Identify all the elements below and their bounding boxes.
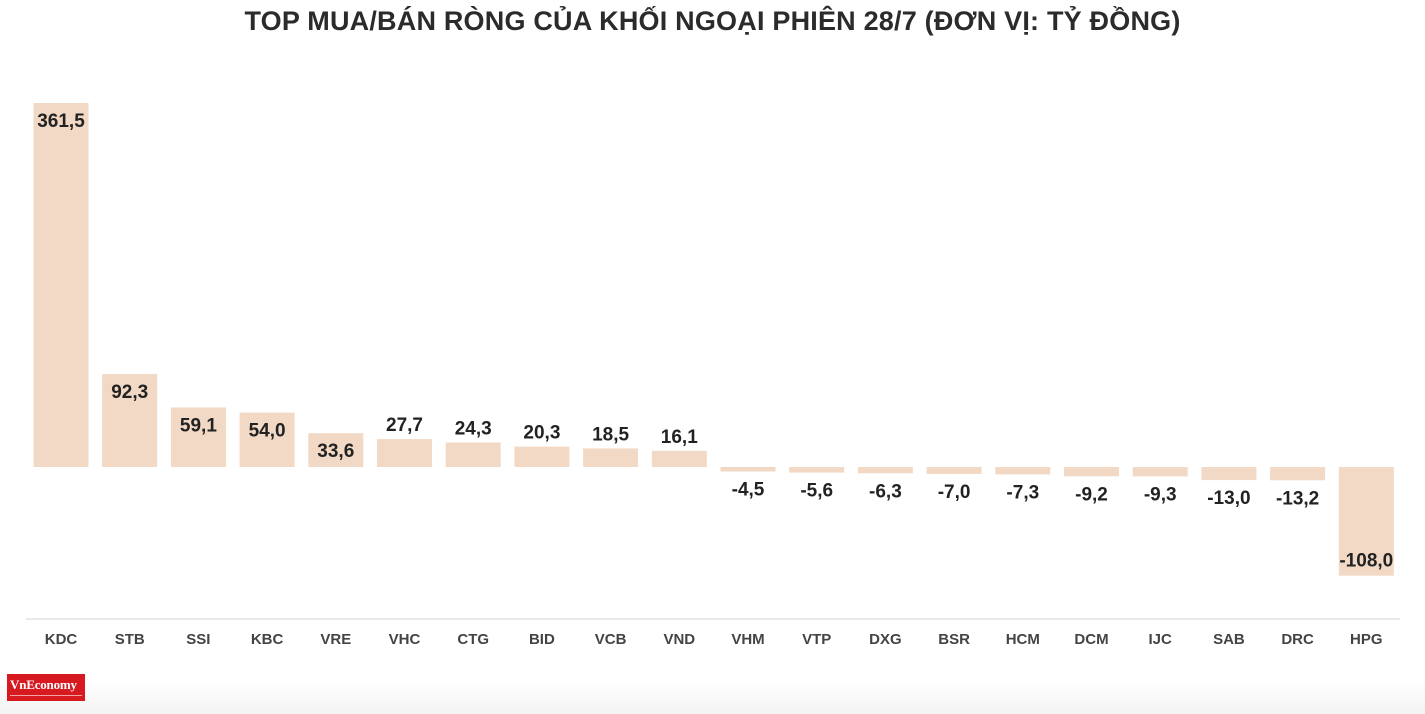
bar-bsr	[926, 467, 982, 474]
bar-vtp	[789, 467, 845, 473]
value-label-ijc: -9,3	[1144, 484, 1177, 505]
tick-label-vnd: VND	[663, 631, 695, 648]
value-label-vtp: -5,6	[800, 481, 833, 502]
logo-divider	[10, 695, 82, 696]
value-label-hcm: -7,3	[1006, 482, 1039, 503]
tick-label-ssi: SSI	[186, 631, 210, 648]
tick-label-ijc: IJC	[1149, 631, 1173, 648]
bar-drc	[1270, 467, 1326, 481]
bar-ssi	[170, 407, 226, 467]
value-label-bsr: -7,0	[938, 482, 971, 503]
bar-sab	[1201, 467, 1257, 481]
tick-label-dcm: DCM	[1074, 631, 1108, 648]
bar-kbc	[239, 412, 295, 467]
tick-label-drc: DRC	[1281, 631, 1314, 648]
value-label-kdc: 361,5	[37, 111, 85, 132]
tick-label-dxg: DXG	[869, 631, 902, 648]
value-label-ctg: 24,3	[455, 419, 492, 440]
bar-vcb	[583, 448, 639, 467]
bar-hcm	[995, 467, 1051, 475]
tick-label-hpg: HPG	[1350, 631, 1383, 648]
bar-kdc	[33, 103, 89, 467]
tick-label-sab: SAB	[1213, 631, 1245, 648]
bar-ctg	[445, 442, 501, 467]
value-label-dcm: -9,2	[1075, 484, 1108, 505]
bar-vnd	[651, 450, 707, 467]
bar-vhm	[720, 467, 776, 472]
value-label-vhm: -4,5	[732, 480, 765, 501]
tick-label-kbc: KBC	[251, 631, 284, 648]
value-label-drc: -13,2	[1276, 488, 1319, 509]
bar-vre	[308, 433, 364, 467]
value-label-bid: 20,3	[523, 423, 560, 444]
value-label-dxg: -6,3	[869, 481, 902, 502]
value-label-kbc: 54,0	[249, 421, 286, 442]
value-label-stb: 92,3	[111, 382, 148, 403]
tick-label-bid: BID	[529, 631, 555, 648]
bar-ijc	[1132, 467, 1188, 477]
tick-label-vhm: VHM	[731, 631, 764, 648]
bar-hpg	[1338, 467, 1394, 576]
value-label-ssi: 59,1	[180, 416, 217, 437]
logo-name: VnEconomy	[10, 677, 77, 692]
bar-stb	[102, 374, 158, 467]
bar-dxg	[857, 467, 913, 474]
bar-bid	[514, 446, 570, 467]
tick-label-stb: STB	[115, 631, 145, 648]
value-label-vre: 33,6	[317, 441, 354, 462]
value-label-vcb: 18,5	[592, 424, 629, 445]
bar-vhc	[377, 439, 432, 467]
tick-label-vhc: VHC	[389, 631, 421, 648]
value-label-vnd: 16,1	[661, 427, 698, 448]
tick-label-vcb: VCB	[595, 631, 627, 648]
tick-label-ctg: CTG	[457, 631, 489, 648]
chart-title: TOP MUA/BÁN RÒNG CỦA KHỐI NGOẠI PHIÊN 28…	[244, 6, 1181, 36]
value-label-hpg: -108,0	[1339, 551, 1393, 572]
tick-label-bsr: BSR	[938, 631, 970, 648]
tick-label-kdc: KDC	[45, 631, 78, 648]
tick-label-vtp: VTP	[802, 631, 831, 648]
value-label-sab: -13,0	[1207, 488, 1250, 509]
value-label-vhc: 27,7	[386, 415, 423, 436]
tick-label-vre: VRE	[320, 631, 351, 648]
vneconomy-logo: VnEconomy	[7, 674, 85, 701]
tick-label-hcm: HCM	[1006, 631, 1040, 648]
bar-dcm	[1064, 467, 1119, 477]
